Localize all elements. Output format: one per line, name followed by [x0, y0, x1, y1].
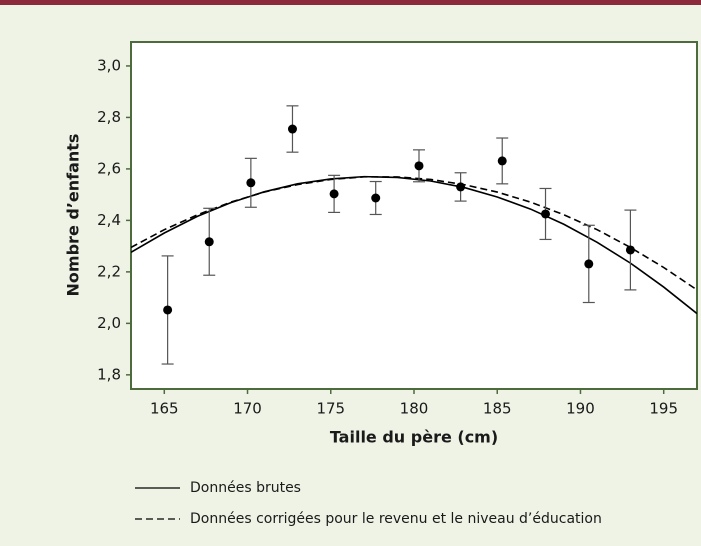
- point: [246, 178, 256, 188]
- plot-area: [130, 41, 698, 390]
- x-tick-label: 170: [233, 400, 262, 418]
- point: [456, 182, 466, 192]
- y-tick-label: 2,2: [97, 262, 121, 280]
- y-tick-label: 2,4: [97, 211, 121, 229]
- x-tick-label: 195: [649, 400, 678, 418]
- point: [163, 305, 173, 315]
- point: [287, 124, 297, 134]
- y-tick-label: 2,6: [97, 159, 121, 177]
- x-tick-label: 180: [400, 400, 429, 418]
- legend-text: Données corrigées pour le revenu et le n…: [190, 511, 602, 527]
- y-tick-label: 2,0: [97, 314, 121, 332]
- point: [625, 245, 635, 255]
- x-tick-label: 190: [566, 400, 595, 418]
- point: [497, 156, 507, 166]
- point: [371, 193, 381, 203]
- y-tick-label: 1,8: [97, 365, 121, 383]
- y-tick-label: 2,8: [97, 108, 121, 126]
- curve: [131, 176, 697, 291]
- y-axis-title: Nombre d’enfants: [64, 134, 83, 297]
- x-tick-label: 165: [150, 400, 179, 418]
- point: [541, 209, 551, 219]
- x-tick-label: 175: [316, 400, 345, 418]
- point: [584, 259, 594, 269]
- point: [414, 161, 424, 171]
- point: [204, 237, 214, 247]
- y-tick-label: 3,0: [97, 56, 121, 74]
- top-bar: [0, 0, 701, 5]
- x-axis-title: Taille du père (cm): [330, 428, 498, 447]
- point: [329, 189, 339, 199]
- legend-text: Données brutes: [190, 480, 301, 496]
- x-tick-label: 185: [483, 400, 512, 418]
